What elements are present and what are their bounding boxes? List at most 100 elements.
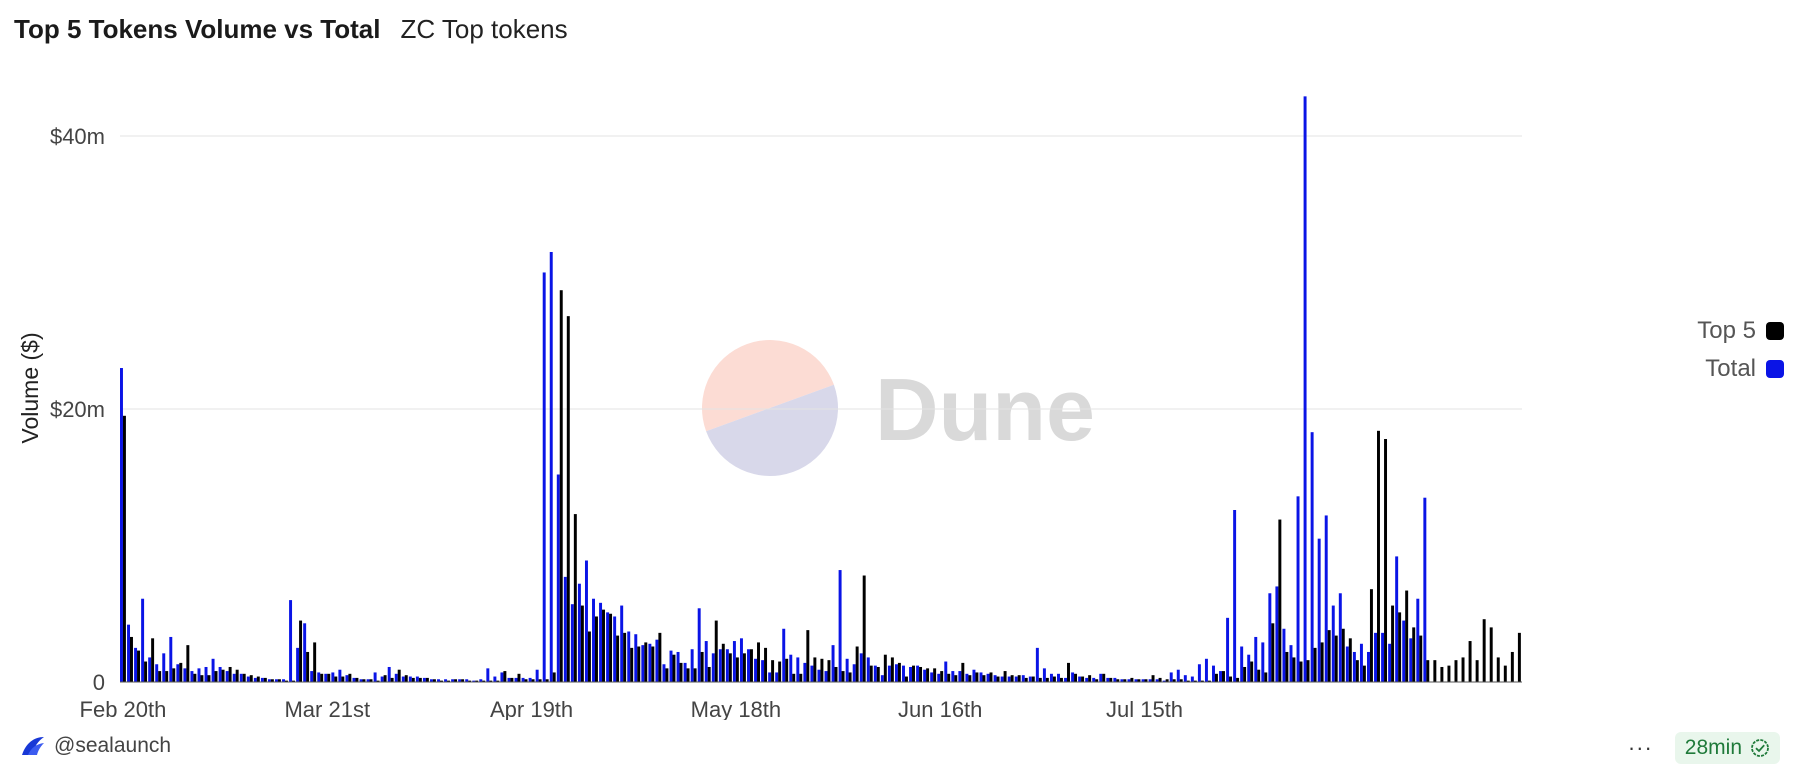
- bar-total: [1007, 676, 1011, 682]
- bar-total: [923, 669, 927, 682]
- bar-total: [1113, 677, 1117, 682]
- bar-top5: [510, 677, 514, 682]
- bar-top5: [623, 632, 627, 682]
- bar-top5: [954, 675, 958, 682]
- bar-top5: [552, 672, 556, 682]
- bar-top5: [1172, 679, 1176, 682]
- bar-top5: [447, 680, 450, 682]
- bar-top5: [1024, 677, 1028, 682]
- bar-top5: [334, 676, 338, 682]
- bar-top5: [1038, 677, 1042, 682]
- bar-top5: [439, 680, 443, 682]
- bar-total: [676, 651, 680, 682]
- gridlines: [120, 135, 1522, 410]
- bar-total: [282, 679, 285, 682]
- bar-total: [232, 673, 236, 682]
- bar-top5: [228, 666, 232, 682]
- bar-total: [718, 649, 722, 682]
- bar-top5: [1482, 619, 1486, 682]
- bar-total: [1064, 677, 1068, 682]
- bar-total: [528, 677, 532, 682]
- bar-top5: [573, 514, 577, 682]
- bar-top5: [284, 680, 288, 682]
- bar-top5: [820, 658, 824, 682]
- bar-top5: [1010, 675, 1014, 682]
- bar-top5: [1116, 679, 1120, 682]
- bar-top5: [151, 638, 155, 682]
- y-axis-ticks: 0 $20m $40m: [50, 124, 105, 695]
- refresh-age: 28min: [1684, 736, 1742, 759]
- bar-total: [1423, 497, 1427, 682]
- bar-top5: [686, 668, 690, 682]
- bar-total: [1402, 620, 1406, 682]
- bar-total: [1000, 676, 1004, 682]
- bar-top5: [1426, 660, 1430, 682]
- x-tick-label: May 18th: [691, 697, 782, 720]
- bar-total: [1049, 673, 1053, 682]
- bar-total: [1352, 651, 1356, 682]
- bar-top5: [418, 677, 422, 682]
- y-tick-label: 0: [93, 670, 105, 695]
- bar-total: [775, 672, 779, 682]
- bar-top5: [1292, 657, 1296, 682]
- bar-total: [1197, 664, 1201, 682]
- legend-item-top5[interactable]: Top 5: [1697, 312, 1784, 350]
- bar-top5: [249, 675, 253, 682]
- bar-total: [1134, 679, 1138, 682]
- bar-top5: [1447, 665, 1451, 682]
- bar-total: [387, 666, 391, 682]
- bar-total: [345, 675, 349, 682]
- bar-top5: [475, 680, 479, 682]
- bar-total: [134, 647, 138, 682]
- bar-total: [1057, 673, 1060, 682]
- legend-item-total[interactable]: Total: [1697, 350, 1784, 388]
- bar-total: [1176, 669, 1180, 682]
- bar-top5: [742, 653, 746, 682]
- bar-top5: [989, 672, 993, 682]
- bar-total: [500, 672, 504, 682]
- bar-total: [951, 671, 955, 682]
- refresh-status-badge[interactable]: 28min: [1674, 732, 1780, 764]
- bar-total: [930, 672, 934, 682]
- bar-top5: [1475, 660, 1479, 682]
- bar-top5: [390, 677, 394, 682]
- bar-total: [211, 658, 215, 682]
- bar-total: [599, 602, 603, 682]
- bar-top5: [904, 676, 908, 682]
- bar-top5: [270, 679, 274, 682]
- bar-total: [408, 676, 412, 682]
- bar-total: [1035, 647, 1039, 682]
- bar-total: [169, 636, 173, 682]
- bar-top5: [355, 677, 359, 682]
- bar-total: [1289, 645, 1293, 682]
- bar-top5: [1299, 661, 1303, 682]
- bar-top5: [1384, 439, 1388, 682]
- bar-top5: [144, 661, 148, 682]
- bar-top5: [975, 672, 979, 682]
- bar-top5: [580, 605, 584, 682]
- bar-top5: [362, 679, 366, 682]
- bar-top5: [1003, 671, 1007, 682]
- bar-total: [627, 631, 631, 682]
- more-options-button[interactable]: ···: [1627, 735, 1653, 760]
- bar-top5: [1186, 680, 1190, 682]
- bar-top5: [630, 647, 634, 682]
- bar-top5: [1031, 676, 1035, 682]
- bar-total: [634, 634, 638, 682]
- bar-total: [1092, 677, 1096, 682]
- bar-total: [338, 669, 342, 682]
- bar-total: [845, 658, 849, 682]
- bar-top5: [1405, 590, 1409, 682]
- bar-top5: [869, 665, 873, 682]
- bar-top5: [933, 668, 937, 682]
- bar-total: [267, 679, 271, 682]
- bar-top5: [1348, 638, 1352, 682]
- chart-subtitle: ZC Top tokens: [400, 14, 568, 44]
- bar-top5: [1320, 642, 1324, 682]
- bar-total: [641, 645, 645, 682]
- bar-total: [944, 661, 948, 682]
- bar-total: [429, 679, 433, 682]
- bar-total: [902, 665, 905, 682]
- bar-top5: [1517, 632, 1521, 682]
- author-link[interactable]: @sealaunch: [20, 734, 171, 758]
